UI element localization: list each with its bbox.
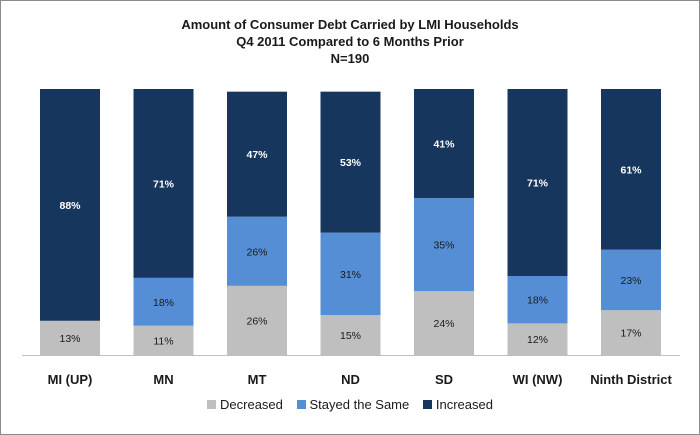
legend-item-decreased: Decreased: [207, 397, 283, 412]
category-label-4: ND: [341, 372, 360, 387]
data-label-decreased-5: 24%: [433, 318, 454, 330]
legend-label-increased: Increased: [435, 397, 493, 412]
bar-segment-increased-6: [507, 89, 568, 276]
data-label-increased-2: 71%: [153, 178, 175, 190]
title-line-2: Q4 2011 Compared to 6 Months Prior: [236, 34, 464, 49]
legend: Decreased Stayed the Same Increased: [0, 397, 700, 412]
bar-segment-decreased-2: [133, 325, 194, 355]
data-label-increased-5: 41%: [433, 139, 455, 151]
legend-label-stayed: Stayed the Same: [309, 397, 410, 412]
bar-segment-decreased-6: [507, 323, 568, 355]
bar-segment-decreased-4: [320, 315, 381, 355]
bar-segment-stayed-2: [133, 277, 194, 326]
data-label-increased-6: 71%: [527, 177, 549, 189]
category-label-7: Ninth District: [590, 372, 672, 387]
bar-segment-decreased-1: [40, 320, 100, 355]
data-label-stayed-3: 26%: [246, 246, 267, 258]
legend-item-increased: Increased: [422, 397, 493, 412]
bar-segment-stayed-6: [507, 275, 568, 324]
category-label-1: MI (UP): [48, 372, 93, 387]
data-label-decreased-2: 11%: [153, 335, 173, 347]
bar-segment-increased-3: [227, 91, 287, 217]
bar-segment-stayed-5: [414, 198, 474, 292]
data-label-increased-4: 53%: [340, 157, 362, 169]
data-label-increased-1: 88%: [59, 200, 81, 212]
title-line-3: N=190: [330, 51, 370, 66]
title-line-1: Amount of Consumer Debt Carried by LMI H…: [181, 17, 519, 32]
legend-label-decreased: Decreased: [220, 397, 283, 412]
data-label-increased-7: 61%: [620, 164, 642, 176]
data-label-increased-3: 47%: [246, 149, 268, 161]
bar-segment-decreased-5: [414, 291, 474, 355]
bar-segment-increased-5: [414, 89, 474, 199]
category-label-3: MT: [248, 372, 267, 387]
category-label-2: MN: [153, 372, 173, 387]
legend-item-stayed: Stayed the Same: [296, 397, 410, 412]
data-label-stayed-2: 18%: [153, 297, 174, 309]
bar-segment-stayed-4: [320, 232, 381, 316]
category-label-5: SD: [435, 372, 453, 387]
bar-segment-increased-2: [133, 89, 194, 278]
category-label-6: WI (NW): [513, 372, 563, 387]
data-label-stayed-7: 23%: [620, 275, 641, 287]
data-label-decreased-7: 17%: [620, 328, 641, 340]
bar-segment-increased-1: [40, 89, 100, 321]
bar-segment-increased-7: [601, 89, 661, 250]
data-label-decreased-4: 15%: [340, 330, 361, 342]
data-label-stayed-6: 18%: [527, 295, 548, 307]
chart-title: Amount of Consumer Debt Carried by LMI H…: [0, 16, 700, 67]
legend-swatch-increased: [422, 400, 432, 409]
bar-segment-increased-4: [320, 91, 381, 233]
data-label-decreased-1: 13%: [59, 333, 80, 345]
data-label-decreased-6: 12%: [527, 334, 548, 346]
legend-swatch-stayed: [296, 400, 306, 409]
data-label-stayed-5: 35%: [433, 240, 454, 252]
bar-segment-stayed-7: [601, 249, 661, 311]
legend-swatch-decreased: [207, 400, 217, 409]
bar-segment-decreased-3: [227, 285, 287, 355]
bar-segment-stayed-3: [227, 216, 287, 286]
data-label-stayed-4: 31%: [340, 269, 361, 281]
data-label-decreased-3: 26%: [246, 315, 267, 327]
bar-segment-decreased-7: [601, 310, 661, 355]
